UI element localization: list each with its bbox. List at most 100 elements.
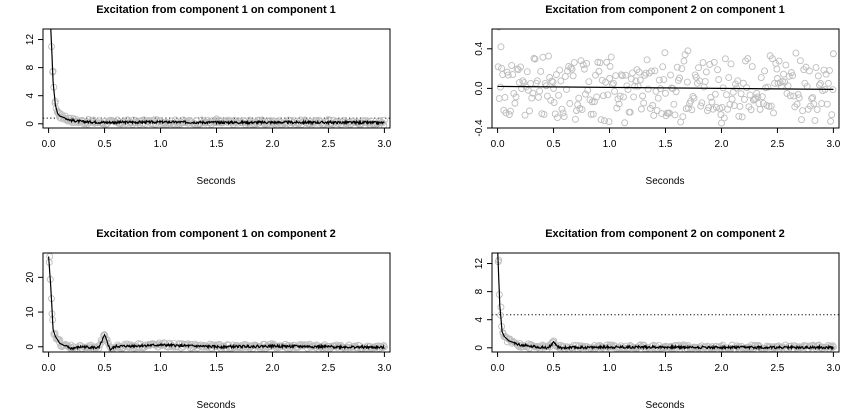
data-point	[588, 98, 596, 106]
data-point	[672, 88, 680, 96]
data-point	[513, 65, 521, 73]
data-point	[523, 68, 531, 76]
data-point	[811, 117, 819, 124]
data-point	[812, 64, 820, 71]
data-point	[508, 61, 516, 69]
data-point	[748, 63, 756, 71]
data-point	[577, 57, 585, 65]
data-point	[684, 104, 692, 112]
data-point	[560, 113, 568, 121]
data-point	[637, 105, 645, 113]
data-point	[787, 69, 795, 77]
x-tick-label: 0.0	[42, 363, 56, 374]
data-point	[676, 74, 683, 82]
data-point	[611, 87, 619, 95]
data-point	[805, 67, 813, 75]
data-point	[697, 102, 705, 110]
data-point	[701, 78, 709, 85]
data-point	[585, 78, 593, 86]
x-tick-label: 1.0	[154, 139, 168, 150]
data-point	[552, 71, 560, 79]
data-point	[729, 88, 737, 96]
data-point	[502, 109, 510, 117]
data-point	[793, 100, 801, 108]
y-tick-label: 0	[474, 345, 485, 351]
x-tick-label: 0.0	[491, 139, 505, 150]
data-point	[533, 77, 541, 85]
data-point	[498, 64, 505, 72]
data-point	[810, 100, 818, 108]
series-line	[497, 253, 834, 351]
data-point	[568, 65, 576, 73]
x-tick-label: 2.5	[321, 139, 335, 150]
data-point	[734, 77, 742, 85]
series-line	[48, 256, 385, 352]
data-point	[826, 67, 833, 75]
x-tick-label: 3.0	[377, 139, 391, 150]
data-point	[537, 67, 545, 75]
data-point	[530, 54, 538, 62]
data-point	[736, 103, 744, 110]
data-point	[757, 74, 765, 82]
plot-area	[492, 253, 839, 352]
data-point	[616, 92, 624, 100]
data-point	[539, 53, 547, 61]
x-tick-label: 3.0	[826, 363, 840, 374]
data-point	[622, 71, 630, 79]
x-tick-label: 0.5	[98, 363, 112, 374]
data-point	[721, 55, 729, 63]
data-point	[655, 76, 663, 84]
plot-marks: 0.0 0.5 1.0 1.5 2.0 2.5 3.0 0 4 8 12	[474, 252, 841, 374]
data-point	[817, 79, 824, 87]
data-point	[680, 57, 688, 65]
data-point	[814, 72, 822, 80]
data-point	[605, 118, 613, 126]
data-point	[770, 109, 777, 117]
data-point	[743, 84, 751, 92]
data-point	[554, 114, 561, 121]
data-point	[759, 100, 767, 107]
data-point	[548, 77, 556, 85]
plot-marks: 0.0 0.5 1.0 1.5 2.0 2.5 3.0 0 10 20	[25, 252, 392, 374]
data-point	[509, 71, 517, 79]
data-point	[695, 64, 702, 72]
data-point	[510, 89, 518, 97]
data-point	[767, 102, 775, 110]
data-point	[555, 91, 563, 99]
data-point	[188, 340, 196, 348]
data-point	[557, 77, 565, 85]
data-point	[753, 89, 761, 97]
data-point	[662, 89, 669, 97]
data-point	[780, 70, 788, 78]
data-point	[673, 63, 681, 71]
data-point	[601, 117, 608, 125]
data-point	[596, 59, 604, 67]
y-tick-label: -0.4	[474, 119, 485, 137]
data-point	[101, 331, 109, 339]
plot-frame	[42, 252, 391, 353]
data-point	[700, 83, 708, 91]
plot-area	[43, 29, 390, 128]
plot-area	[494, 29, 837, 127]
data-point	[578, 106, 586, 114]
data-point	[756, 105, 764, 113]
data-point	[604, 91, 612, 99]
data-point	[709, 105, 717, 113]
data-point	[612, 72, 620, 80]
data-point	[621, 119, 629, 127]
data-point	[827, 117, 835, 125]
y-tick-label: 12	[25, 34, 36, 46]
data-point	[575, 94, 583, 102]
data-point	[497, 43, 505, 51]
x-tick-label: 1.0	[603, 139, 617, 150]
data-point	[556, 66, 564, 74]
data-point	[715, 76, 723, 84]
data-point	[717, 111, 725, 119]
x-axis-label: Seconds	[646, 176, 685, 187]
data-point	[708, 98, 716, 106]
data-point	[624, 86, 632, 93]
data-point	[823, 100, 831, 108]
data-point	[569, 72, 577, 80]
data-point	[558, 105, 566, 113]
